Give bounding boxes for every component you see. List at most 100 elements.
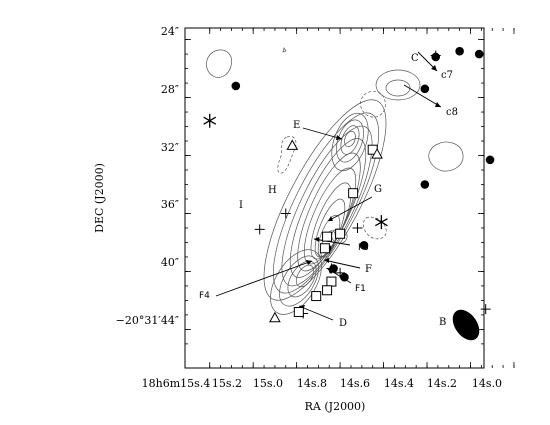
x-tick-label: 14s.4 bbox=[384, 377, 414, 390]
y-axis-title: DEC (J2000) bbox=[93, 163, 106, 233]
label-b: B bbox=[439, 317, 446, 328]
square-marker bbox=[335, 228, 346, 239]
filled-circle-marker bbox=[455, 46, 464, 56]
filled-circle-marker bbox=[329, 264, 338, 273]
marker-labels: C c7 c8 E I H G F3 F F1 F4 D B bbox=[199, 53, 458, 329]
arrow-g bbox=[327, 196, 373, 222]
cross-marker bbox=[352, 222, 363, 233]
square-marker bbox=[348, 188, 359, 199]
square-marker bbox=[293, 307, 304, 318]
label-h: H bbox=[268, 185, 277, 196]
contour-level bbox=[289, 138, 367, 278]
y-tick-label: 32″ bbox=[161, 141, 179, 154]
isolated-contour bbox=[282, 47, 287, 53]
arrow-e bbox=[302, 127, 343, 140]
square-marker bbox=[322, 285, 333, 296]
contour-level bbox=[295, 264, 315, 288]
label-f3: F3 bbox=[358, 243, 369, 253]
arrowhead bbox=[336, 135, 342, 140]
filled-circle-marker bbox=[431, 52, 441, 62]
y-tick-labels: 24″ 28″ 32″ 36″ 40″ −20°31′44″ bbox=[116, 25, 179, 327]
negative-contours bbox=[277, 90, 387, 240]
x-tick-label: 15s.0 bbox=[253, 377, 283, 390]
contour-level bbox=[344, 130, 356, 148]
x-axis-title: RA (J2000) bbox=[305, 400, 366, 413]
triangle-marker bbox=[286, 139, 299, 150]
source-markers bbox=[203, 46, 495, 323]
triangle-marker bbox=[269, 311, 281, 323]
arrowhead bbox=[431, 65, 437, 71]
axis-ticks bbox=[185, 28, 515, 368]
contour-level bbox=[317, 214, 341, 258]
arrow-c8 bbox=[403, 84, 442, 108]
arrowhead bbox=[306, 260, 312, 265]
filled-circle-marker bbox=[231, 81, 241, 91]
square-marker bbox=[326, 276, 337, 287]
contour-layer bbox=[263, 69, 421, 315]
arrow-f bbox=[323, 259, 361, 269]
filled-circle-marker bbox=[485, 155, 495, 165]
cross-marker bbox=[480, 304, 491, 315]
label-f: F bbox=[365, 264, 372, 275]
arrowhead bbox=[314, 237, 319, 242]
contour-level bbox=[340, 125, 360, 155]
pointer-arrows bbox=[215, 51, 442, 321]
label-f4: F4 bbox=[199, 291, 210, 301]
cross-marker bbox=[335, 267, 346, 278]
label-f1: F1 bbox=[355, 284, 366, 294]
filled-circle-marker bbox=[359, 241, 369, 250]
negative-contour bbox=[363, 216, 387, 240]
square-marker bbox=[311, 291, 322, 302]
x-tick-label: 18h6m15s.4 bbox=[142, 377, 211, 390]
filled-circle-marker bbox=[340, 272, 349, 282]
isolated-contour bbox=[428, 141, 464, 172]
square-marker bbox=[322, 231, 333, 242]
contour-level bbox=[375, 69, 421, 101]
contour-level bbox=[279, 255, 319, 307]
triangle-marker bbox=[371, 148, 383, 159]
x-tick-label: 14s.6 bbox=[340, 377, 370, 390]
x-tick-labels: 18h6m15s.4 15s.2 15s.0 14s.8 14s.6 14s.4… bbox=[142, 377, 502, 390]
x-tick-label: 14s.2 bbox=[427, 377, 457, 390]
beam-ellipse bbox=[452, 309, 480, 341]
contour-level bbox=[331, 112, 369, 172]
contour-level bbox=[320, 230, 336, 258]
asterisk-marker bbox=[203, 113, 217, 128]
negative-contour bbox=[277, 136, 297, 174]
x-tick-label: 14s.8 bbox=[297, 377, 327, 390]
square-marker bbox=[319, 243, 330, 254]
label-c8: c8 bbox=[446, 107, 458, 118]
isolated-contour bbox=[206, 49, 232, 78]
arrow-f3 bbox=[313, 238, 351, 246]
cross-marker bbox=[254, 224, 265, 235]
contour-level bbox=[287, 260, 317, 298]
y-tick-label: 28″ bbox=[161, 83, 179, 96]
y-tick-label: −20°31′44″ bbox=[116, 314, 179, 327]
plot-frame bbox=[184, 27, 485, 369]
contour-level bbox=[297, 152, 361, 272]
filled-circle-marker bbox=[474, 49, 484, 59]
filled-circle-marker bbox=[420, 84, 430, 94]
label-e: E bbox=[293, 120, 300, 131]
y-tick-label: 24″ bbox=[161, 25, 179, 38]
contour-level bbox=[385, 79, 411, 97]
arrowhead bbox=[328, 216, 333, 221]
arrowhead bbox=[435, 102, 441, 107]
y-tick-label: 40″ bbox=[161, 256, 179, 269]
contour-level bbox=[272, 112, 380, 294]
arrowhead bbox=[324, 258, 329, 263]
label-c7: c7 bbox=[441, 70, 453, 81]
x-tick-label: 14s.0 bbox=[472, 377, 502, 390]
arrow-f4 bbox=[215, 260, 313, 297]
contour-level bbox=[263, 99, 387, 301]
contour-level bbox=[310, 182, 352, 260]
filled-circle-marker bbox=[420, 180, 430, 189]
label-d: D bbox=[339, 318, 347, 329]
asterisk-marker bbox=[375, 215, 388, 230]
arrow-d bbox=[298, 305, 334, 321]
x-tick-label: 15s.2 bbox=[212, 377, 242, 390]
cross-marker bbox=[280, 208, 291, 219]
label-c: C bbox=[411, 53, 419, 64]
label-i: I bbox=[239, 200, 243, 211]
